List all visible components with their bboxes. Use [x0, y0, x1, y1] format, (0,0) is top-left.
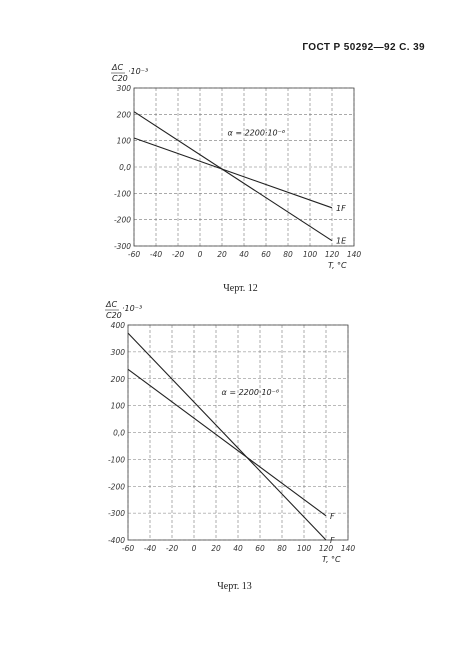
x-tick-label: 100 — [303, 250, 318, 259]
x-axis-label: T, °C — [322, 555, 341, 564]
x-tick-label: 0 — [198, 250, 203, 259]
x-tick-label: 120 — [325, 250, 340, 259]
x-tick-label: -60 — [128, 250, 140, 259]
x-axis-label: T, °C — [328, 261, 347, 270]
y-axis-label-top: ΔC — [105, 300, 117, 309]
plot-frame — [127, 324, 349, 541]
series-line-2 — [127, 332, 327, 541]
x-tick-label: 40 — [233, 544, 243, 553]
chart-figure-12: -60 -40 -20 0 20 40 60 80 100 120 140 300 200 100 0,0-… — [0, 55, 465, 280]
y-axis-label-top: ΔC — [111, 63, 123, 72]
series-label: 1F — [336, 204, 346, 213]
y-axis-unit: ·10⁻³ — [128, 67, 148, 76]
x-tick-label: 20 — [211, 544, 221, 553]
y-axis-unit: ·10⁻³ — [122, 304, 142, 313]
x-tick-label: 140 — [341, 544, 356, 553]
alpha-annotation: α = 2200·10⁻⁶ — [222, 388, 280, 397]
y-tick-label: 300 — [111, 348, 126, 357]
y-tick-label: 400 — [111, 321, 126, 330]
x-tick-label: 60 — [255, 544, 265, 553]
y-axis-label-bottom: C20 — [112, 74, 128, 83]
x-tick-label: 0 — [192, 544, 197, 553]
y-tick-label: 200 — [117, 110, 132, 119]
y-tick-label: -300 — [114, 242, 131, 251]
y-tick-label: -200 — [108, 482, 125, 491]
x-tick-label: 140 — [347, 250, 362, 259]
series-label: F — [330, 536, 335, 545]
series-line-2 — [133, 111, 333, 242]
y-tick-label: 300 — [117, 84, 132, 93]
series-line-1 — [127, 368, 327, 517]
figure-12-caption: Черт. 12 — [223, 283, 258, 294]
chart-figure-13: -60 -40 -20 0 20 40 60 80 100 120 140 400 300 200 100 0… — [0, 300, 465, 570]
chart-12-svg: -60 -40 -20 0 20 40 60 80 100 120 1403002001000,0-… — [111, 63, 362, 270]
y-axis-label-bottom: C20 — [106, 311, 122, 320]
page-header: ГОСТ Р 50292—92 С. 39 — [302, 42, 425, 53]
series-line-1 — [133, 137, 333, 209]
y-tick-label: 0,0 — [113, 429, 125, 438]
series-label: 1E — [336, 237, 347, 246]
y-tick-label: 100 — [111, 402, 126, 411]
y-tick-label: -100 — [108, 455, 125, 464]
x-tick-label: -20 — [166, 544, 178, 553]
series-label: F — [330, 512, 335, 521]
x-tick-label: -40 — [150, 250, 162, 259]
y-tick-label: -100 — [114, 189, 131, 198]
chart-13-svg: -60 -40 -20 0 20 40 60 80 100 120 1404003002001000… — [105, 300, 356, 564]
plot-frame — [133, 87, 355, 247]
x-tick-label: 80 — [277, 544, 287, 553]
x-tick-label: 60 — [261, 250, 271, 259]
x-tick-label: 40 — [239, 250, 249, 259]
figure-13-caption: Черт. 13 — [217, 581, 252, 592]
y-tick-label: 0,0 — [119, 163, 131, 172]
y-tick-label: -200 — [114, 216, 131, 225]
x-tick-label: 80 — [283, 250, 293, 259]
x-tick-label: 100 — [297, 544, 312, 553]
y-tick-label: -400 — [108, 536, 125, 545]
alpha-annotation: α = 2200·10⁻⁶ — [228, 128, 286, 137]
x-tick-label: -20 — [172, 250, 184, 259]
x-tick-label: -60 — [122, 544, 134, 553]
y-tick-label: -300 — [108, 509, 125, 518]
y-tick-label: 200 — [111, 375, 126, 384]
x-tick-label: -40 — [144, 544, 156, 553]
x-tick-label: 120 — [319, 544, 334, 553]
x-tick-label: 20 — [217, 250, 227, 259]
y-tick-label: 100 — [117, 137, 132, 146]
